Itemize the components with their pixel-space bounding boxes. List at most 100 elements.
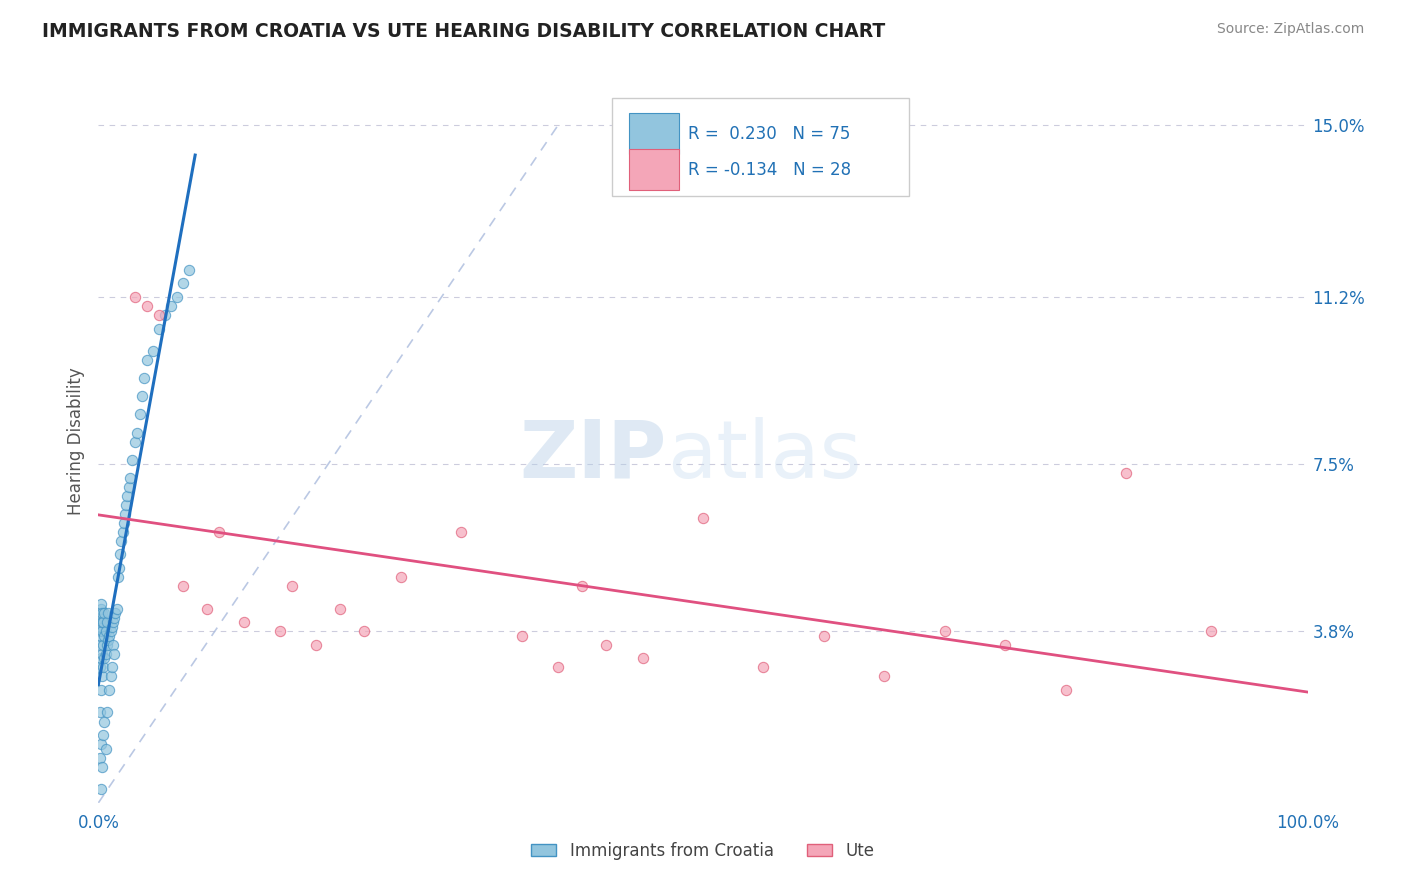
Point: [127, 425, 149, 440]
Point: [389, 570, 412, 584]
Point: [104, 606, 127, 620]
Point: [114, 507, 136, 521]
Point: [752, 660, 775, 674]
Point: [103, 647, 125, 661]
Point: [103, 610, 125, 624]
Point: [305, 638, 328, 652]
Point: [148, 308, 170, 322]
Point: [90, 737, 112, 751]
Point: [105, 601, 128, 615]
Point: [692, 511, 714, 525]
Point: [90, 620, 112, 634]
Point: [101, 638, 124, 652]
FancyBboxPatch shape: [630, 113, 679, 153]
Point: [91, 660, 114, 674]
Point: [208, 524, 231, 539]
Point: [94, 647, 117, 661]
Point: [571, 579, 593, 593]
Point: [89, 660, 111, 674]
Point: [89, 624, 111, 639]
Point: [98, 629, 121, 643]
Point: [135, 299, 157, 313]
Text: IMMIGRANTS FROM CROATIA VS UTE HEARING DISABILITY CORRELATION CHART: IMMIGRANTS FROM CROATIA VS UTE HEARING D…: [42, 22, 886, 41]
Point: [994, 638, 1017, 652]
Point: [172, 277, 194, 291]
Point: [89, 750, 111, 764]
Text: R =  0.230   N = 75: R = 0.230 N = 75: [689, 125, 851, 143]
Point: [166, 290, 188, 304]
Point: [121, 452, 143, 467]
Point: [813, 629, 835, 643]
Point: [90, 782, 112, 797]
Point: [510, 629, 533, 643]
Text: R = -0.134   N = 28: R = -0.134 N = 28: [689, 161, 852, 178]
FancyBboxPatch shape: [613, 98, 908, 196]
Point: [93, 651, 115, 665]
Point: [90, 610, 112, 624]
Point: [94, 624, 117, 639]
Point: [873, 669, 896, 683]
Point: [547, 660, 569, 674]
Point: [90, 601, 112, 615]
Text: Source: ZipAtlas.com: Source: ZipAtlas.com: [1216, 22, 1364, 37]
Point: [108, 561, 131, 575]
Point: [160, 299, 183, 313]
Point: [91, 615, 114, 630]
Point: [353, 624, 375, 639]
Point: [96, 706, 118, 720]
Point: [97, 606, 120, 620]
Point: [631, 651, 654, 665]
FancyBboxPatch shape: [630, 150, 679, 190]
Point: [1199, 624, 1222, 639]
Point: [111, 524, 134, 539]
Point: [934, 624, 956, 639]
Point: [595, 638, 617, 652]
Point: [100, 669, 122, 683]
Point: [1115, 466, 1137, 480]
Point: [148, 321, 170, 335]
Point: [131, 389, 153, 403]
Point: [108, 548, 131, 562]
Point: [269, 624, 291, 639]
Point: [100, 660, 122, 674]
Point: [117, 489, 139, 503]
Point: [91, 624, 114, 639]
Point: [97, 633, 120, 648]
Point: [90, 682, 112, 697]
Point: [195, 601, 218, 615]
Point: [179, 263, 201, 277]
Point: [90, 597, 112, 611]
Point: [91, 615, 114, 630]
Point: [96, 615, 118, 630]
Point: [90, 651, 112, 665]
Point: [118, 471, 141, 485]
Point: [107, 570, 129, 584]
Point: [112, 516, 135, 530]
Point: [124, 434, 146, 449]
Legend: Immigrants from Croatia, Ute: Immigrants from Croatia, Ute: [524, 836, 882, 867]
Point: [93, 629, 115, 643]
Point: [89, 606, 111, 620]
Point: [329, 601, 352, 615]
Point: [134, 371, 156, 385]
Point: [232, 615, 254, 630]
Point: [135, 353, 157, 368]
Point: [281, 579, 304, 593]
Point: [100, 624, 122, 639]
Text: atlas: atlas: [666, 417, 860, 495]
Point: [142, 344, 165, 359]
Point: [118, 480, 141, 494]
Point: [1054, 682, 1077, 697]
Point: [91, 647, 114, 661]
Y-axis label: Hearing Disability: Hearing Disability: [66, 368, 84, 516]
Point: [91, 669, 114, 683]
Point: [450, 524, 472, 539]
Point: [153, 308, 176, 322]
Point: [89, 706, 111, 720]
Point: [91, 638, 114, 652]
Point: [128, 408, 150, 422]
Point: [91, 760, 114, 774]
Point: [110, 533, 132, 548]
Point: [172, 579, 194, 593]
Point: [89, 638, 111, 652]
